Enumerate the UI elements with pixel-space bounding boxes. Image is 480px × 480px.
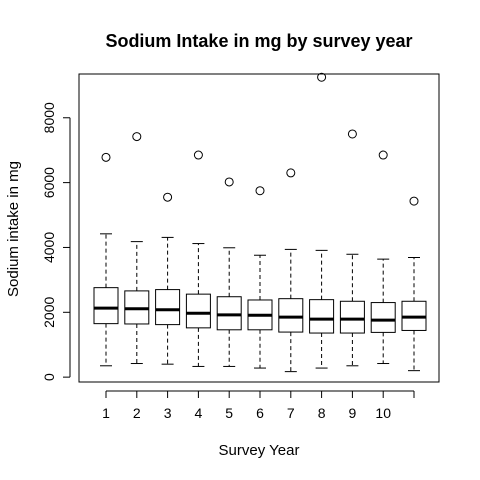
x-tick-label: 10 [375, 405, 391, 421]
box-year-7 [278, 168, 304, 373]
box-year-11 [401, 196, 427, 372]
x-tick-label: 2 [133, 405, 141, 421]
y-axis: 0 2000 4000 6000 8000 [41, 102, 71, 381]
box-year-9 [339, 129, 365, 367]
y-tick-label: 2000 [41, 297, 57, 328]
x-axis-label: Survey Year [219, 442, 300, 459]
outlier-point [224, 177, 234, 187]
y-tick-label: 8000 [41, 102, 57, 133]
y-tick-label: 4000 [41, 232, 57, 263]
interquartile-box [309, 299, 335, 334]
box-year-10 [370, 150, 396, 365]
interquartile-box [185, 293, 211, 329]
outlier-point [163, 192, 173, 202]
x-tick-label: 9 [349, 405, 357, 421]
x-axis: 1 2 3 4 5 6 7 8 9 10 [102, 390, 415, 421]
chart-title: Sodium Intake in mg by survey year [105, 31, 412, 51]
x-tick-label: 5 [225, 405, 233, 421]
outlier-point [193, 150, 203, 160]
x-tick-label: 6 [256, 405, 264, 421]
box-year-4 [185, 150, 211, 367]
plot-frame [78, 73, 440, 383]
outlier-point [255, 186, 265, 196]
boxes-group [93, 72, 427, 373]
box-year-8 [309, 72, 335, 369]
outlier-point [101, 152, 111, 162]
outlier-point [317, 72, 327, 82]
y-axis-label: Sodium intake in mg [5, 161, 22, 297]
x-tick-label: 1 [102, 405, 110, 421]
interquartile-box [93, 287, 119, 325]
outlier-point [286, 168, 296, 178]
outlier-point [132, 132, 142, 142]
y-tick-label: 0 [41, 373, 57, 381]
box-year-2 [124, 132, 150, 365]
x-tick-label: 3 [164, 405, 172, 421]
interquartile-box [216, 296, 242, 331]
interquartile-box [339, 300, 365, 334]
outlier-point [409, 196, 419, 206]
interquartile-box [370, 302, 396, 333]
y-tick-label: 6000 [41, 167, 57, 198]
outlier-point [378, 150, 388, 160]
outlier-point [347, 129, 357, 139]
x-tick-label: 7 [287, 405, 295, 421]
box-year-5 [216, 177, 242, 367]
x-tick-label: 8 [318, 405, 326, 421]
interquartile-box [155, 289, 181, 326]
box-year-1 [93, 152, 119, 367]
box-year-3 [155, 192, 181, 365]
interquartile-box [278, 298, 304, 333]
x-tick-label: 4 [195, 405, 203, 421]
box-year-6 [247, 186, 273, 369]
